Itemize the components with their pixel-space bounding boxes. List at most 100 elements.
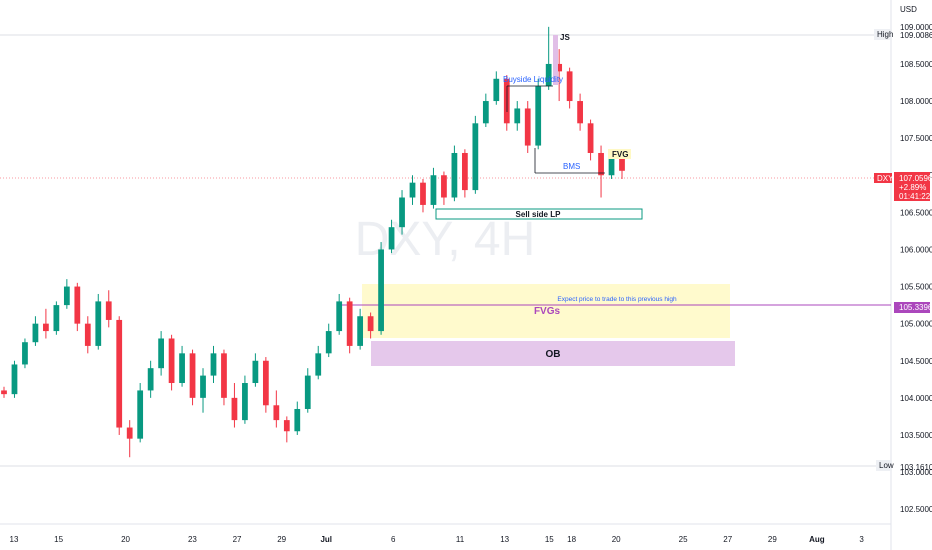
candle <box>11 360 18 398</box>
candle-body <box>472 123 479 191</box>
fvgs-zone[interactable] <box>362 284 730 338</box>
candle-body <box>493 78 500 102</box>
candle <box>189 349 196 406</box>
candle <box>336 293 343 335</box>
candle <box>294 401 301 435</box>
candle-body <box>441 175 447 198</box>
candle-body <box>273 405 280 421</box>
candle <box>158 331 164 376</box>
candle-body <box>420 182 426 205</box>
candle-body <box>32 323 39 343</box>
candle-body <box>482 101 489 124</box>
candle-body <box>535 86 542 146</box>
candle-body <box>1 390 7 395</box>
candle-body <box>74 286 81 324</box>
svg-text:01:41:22: 01:41:22 <box>899 192 931 201</box>
price-axis[interactable]: 109.0000108.5000108.0000107.5000107.0000… <box>900 23 932 514</box>
candle-body <box>116 319 123 428</box>
price-tick-label: 106.5000 <box>900 208 932 217</box>
candle <box>346 297 353 354</box>
candle-body <box>587 123 594 153</box>
candle <box>566 67 573 109</box>
candle-body <box>304 375 311 409</box>
candle <box>514 101 521 131</box>
candle <box>32 316 39 346</box>
candle-body <box>231 397 238 421</box>
candle <box>126 420 133 458</box>
svg-text:Low: Low <box>879 461 894 470</box>
time-tick-label: 27 <box>233 535 242 544</box>
candle <box>242 375 248 424</box>
candle <box>147 360 154 398</box>
candle <box>84 316 91 354</box>
candle <box>315 345 322 380</box>
time-tick-label: 13 <box>10 535 19 544</box>
time-tick-label: 6 <box>391 535 396 544</box>
last-price-axis-label: DXY 107.0596 +2.89% 01:41:22 <box>874 172 932 201</box>
candle-body <box>147 368 154 391</box>
candle-body <box>210 353 217 376</box>
buyside-label: Buyside Liquidity <box>503 75 563 84</box>
svg-text:109.0086: 109.0086 <box>900 31 932 40</box>
bms-label: BMS <box>563 162 580 171</box>
candle-body <box>462 152 468 191</box>
low-axis-label: Low 103.1610 <box>876 460 932 472</box>
candle-body <box>262 360 269 406</box>
price-tick-label: 107.5000 <box>900 134 932 143</box>
candle <box>283 416 290 443</box>
price-tick-label: 108.5000 <box>900 60 932 69</box>
time-tick-label: 29 <box>277 535 286 544</box>
time-tick-label: 18 <box>567 535 576 544</box>
candle <box>168 334 175 391</box>
price-tick-label: 108.0000 <box>900 97 932 106</box>
fvg-box <box>608 149 631 159</box>
candle <box>462 149 468 198</box>
candle <box>95 293 102 350</box>
candle <box>221 349 227 406</box>
svg-text:103.1610: 103.1610 <box>900 463 932 472</box>
candle-body <box>566 71 573 102</box>
candle <box>137 383 144 443</box>
time-tick-label: Jul <box>320 535 332 544</box>
js-zone <box>553 35 558 85</box>
candle <box>598 145 604 198</box>
time-tick-label: 27 <box>723 535 732 544</box>
candle-body <box>242 383 248 421</box>
time-tick-label: 25 <box>679 535 688 544</box>
candle-body <box>556 63 563 72</box>
candle <box>200 368 206 413</box>
candle <box>179 345 185 387</box>
candle-body <box>189 353 196 398</box>
candle <box>63 279 70 309</box>
candle <box>1 386 7 398</box>
candle <box>420 178 426 213</box>
candle <box>388 219 395 254</box>
fvgs-label: FVGs <box>534 306 561 317</box>
price-tick-label: 104.5000 <box>900 357 932 366</box>
js-label: JS <box>560 33 570 42</box>
time-tick-label: Aug <box>809 535 825 544</box>
candle-body <box>168 338 175 384</box>
expect-label: Expect price to trade to this previous h… <box>557 296 677 303</box>
candle-body <box>399 197 405 228</box>
candle <box>252 353 259 387</box>
candle-body <box>388 227 395 250</box>
candle <box>22 338 28 369</box>
sell-side-box[interactable] <box>435 208 643 220</box>
candle-body <box>294 408 301 432</box>
candle <box>210 345 217 384</box>
candle <box>273 390 280 428</box>
svg-text:+2.89%: +2.89% <box>899 183 926 192</box>
candle <box>556 49 563 102</box>
candle-body <box>221 353 227 398</box>
candle <box>409 175 416 205</box>
candle <box>472 115 479 194</box>
candles-layer <box>1 26 625 458</box>
time-tick-label: 11 <box>456 535 465 544</box>
candle-body <box>608 156 615 176</box>
ob-zone[interactable] <box>371 341 735 366</box>
candle-body <box>84 323 91 346</box>
time-axis[interactable]: 13 15 20 23 27 29 Jul 6 11 13 15 18 20 25 27 29 Aug 3 <box>10 535 865 544</box>
candle <box>399 190 405 235</box>
